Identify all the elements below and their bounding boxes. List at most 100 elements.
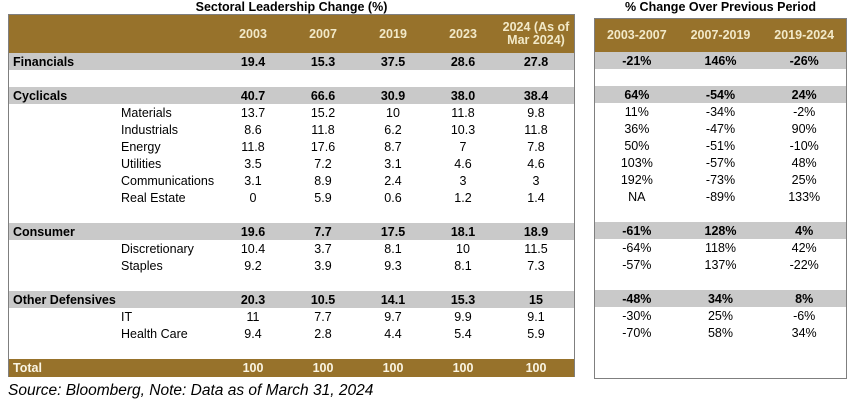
change-cell: 58%	[707, 325, 734, 340]
table-row: 192% -73% 25%	[595, 171, 846, 188]
table-row: Materials 13.7 15.2 10 11.8 9.8	[9, 104, 574, 121]
value-cell: 5.9	[527, 326, 545, 341]
table-row	[9, 206, 574, 223]
table-row: Consumer 19.6 7.7 17.5 18.1 18.9	[9, 223, 574, 240]
change-cell: 34%	[707, 291, 734, 306]
change-cell: 34%	[791, 325, 817, 340]
pct-change-table: 2003-2007 2007-2019 2019-2024 -21% 146% -26%…	[594, 18, 847, 379]
change-cell: -47%	[705, 121, 736, 136]
change-cell: -73%	[705, 172, 736, 187]
value-cell: 7.8	[527, 139, 545, 154]
change-cell: 24%	[791, 87, 817, 102]
change-cell: -30%	[622, 308, 652, 323]
value-cell: 8.7	[384, 139, 402, 154]
row-label: Health Care	[121, 326, 188, 341]
table-row: Energy 11.8 17.6 8.7 7 7.8	[9, 138, 574, 155]
row-label: Cyclicals	[13, 88, 68, 103]
row-label: Other Defensives	[13, 292, 116, 307]
value-cell: 27.8	[523, 54, 549, 69]
value-cell: 9.8	[527, 105, 545, 120]
column-header: 2003	[239, 26, 267, 41]
value-cell: 15.3	[310, 54, 336, 69]
value-cell: 0	[249, 190, 257, 205]
table-row: 11% -34% -2%	[595, 103, 846, 120]
value-cell: 9.9	[454, 309, 472, 324]
column-header: 2023	[449, 26, 477, 41]
row-label: Discretionary	[121, 241, 194, 256]
value-cell: 0.6	[384, 190, 402, 205]
row-label: Total	[13, 361, 42, 375]
right-table-title: % Change Over Previous Period	[624, 0, 817, 14]
value-cell: 9.4	[244, 326, 262, 341]
value-cell: 38.4	[523, 88, 549, 103]
value-cell: 5.4	[454, 326, 472, 341]
table-row: Financials 19.4 15.3 37.5 28.6 27.8	[9, 53, 574, 70]
value-cell: 66.6	[310, 88, 336, 103]
change-cell: -89%	[705, 189, 736, 204]
table-row	[9, 342, 574, 359]
value-cell: 3.1	[384, 156, 402, 171]
column-header: 2024 (As of Mar 2024)	[502, 20, 570, 47]
table-row	[595, 205, 846, 222]
value-cell: 5.9	[314, 190, 332, 205]
table-row: Utilities 3.5 7.2 3.1 4.6 4.6	[9, 155, 574, 172]
value-cell: 30.9	[380, 88, 406, 103]
value-cell: 7.2	[314, 156, 332, 171]
pct-change-table-section: % Change Over Previous Period 2003-2007 2…	[594, 0, 847, 379]
table-row: -57% 137% -22%	[595, 256, 846, 273]
table-row	[595, 273, 846, 290]
value-cell: 3.7	[314, 241, 332, 256]
table-row: Total 100 100 100 100 100	[9, 359, 574, 377]
value-cell: 100	[312, 361, 334, 375]
column-header: 2019-2024	[774, 28, 835, 42]
value-cell: 18.9	[523, 224, 549, 239]
value-cell: 11.8	[241, 139, 265, 154]
change-cell: 137%	[704, 257, 737, 272]
value-cell: 7.7	[314, 309, 332, 324]
table-row: 64% -54% 24%	[595, 86, 846, 103]
value-cell: 8.1	[454, 258, 472, 273]
value-cell: 2.4	[384, 173, 402, 188]
value-cell: 38.0	[450, 88, 476, 103]
change-cell: -21%	[622, 53, 652, 68]
row-label: Consumer	[13, 224, 75, 239]
value-cell: 15.2	[310, 105, 336, 120]
change-cell: -6%	[793, 308, 816, 323]
value-cell: 8.9	[314, 173, 332, 188]
table-row: 36% -47% 90%	[595, 120, 846, 137]
change-cell: 133%	[788, 189, 821, 204]
table-row: -70% 58% 34%	[595, 324, 846, 341]
row-label: IT	[121, 309, 133, 324]
value-cell: 7.7	[314, 224, 332, 239]
row-label: Financials	[13, 54, 75, 69]
table-row	[9, 70, 574, 87]
value-cell: 2.8	[314, 326, 332, 341]
value-cell: 3	[459, 173, 467, 188]
value-cell: 9.7	[384, 309, 402, 324]
change-cell: -34%	[705, 104, 736, 119]
value-cell: 4.4	[384, 326, 402, 341]
value-cell: 6.2	[384, 122, 402, 137]
change-cell: 25%	[707, 308, 734, 323]
column-header: 2007	[309, 26, 337, 41]
table-row: -48% 34% 8%	[595, 290, 846, 307]
change-cell: -64%	[622, 240, 652, 255]
change-cell: 103%	[620, 155, 653, 170]
sectoral-leadership-table: 2003 2007 2019 2023 2024 (As of Mar 2024) Fi…	[8, 14, 575, 377]
value-cell: 8.6	[244, 122, 262, 137]
left-table-header: 2003 2007 2019 2023 2024 (As of Mar 2024)	[9, 15, 574, 53]
change-cell: 11%	[624, 104, 649, 119]
change-cell: 90%	[791, 121, 817, 136]
table-row: Cyclicals 40.7 66.6 30.9 38.0 38.4	[9, 87, 574, 104]
row-label: Energy	[121, 139, 161, 154]
row-label: Communications	[121, 173, 215, 188]
change-cell: 4%	[795, 223, 814, 238]
value-cell: 9.3	[384, 258, 402, 273]
table-row	[595, 341, 846, 358]
value-cell: 15	[529, 292, 543, 307]
change-cell: 36%	[624, 121, 650, 136]
value-cell: 17.5	[380, 224, 406, 239]
right-table-header: 2003-2007 2007-2019 2019-2024	[595, 19, 846, 52]
value-cell: 28.6	[450, 54, 476, 69]
